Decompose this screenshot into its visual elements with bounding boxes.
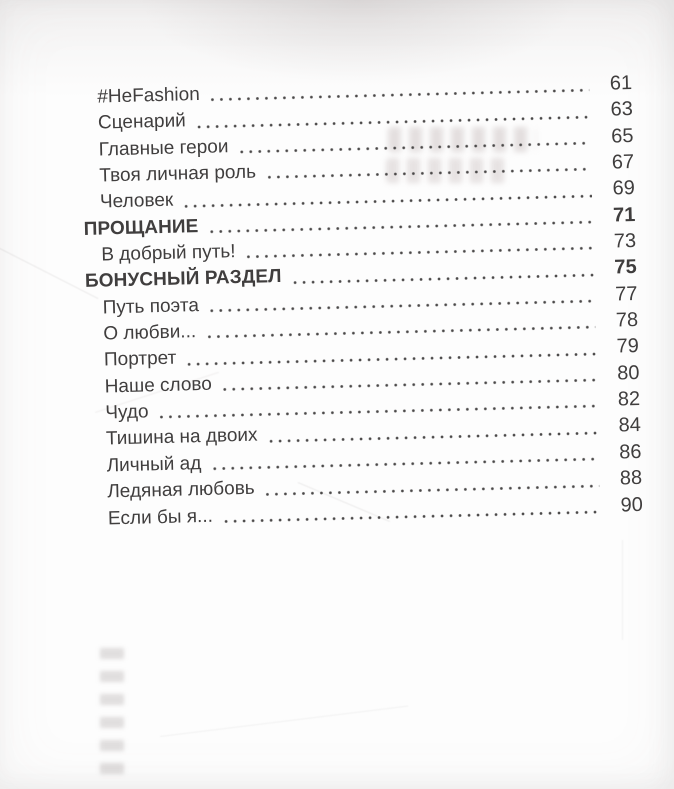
paper-scratch: [622, 540, 623, 640]
toc-entry-title: Если бы я...: [107, 505, 214, 529]
toc-entry-page-number: 63: [610, 98, 634, 121]
toc-entry-page-number: 67: [611, 151, 635, 174]
toc-entry-page-number: 82: [617, 388, 641, 411]
toc-entry-page-number: 69: [612, 177, 636, 200]
bleedthrough-margin-artifact: [100, 648, 124, 780]
toc-entry-title: О любви...: [103, 321, 197, 345]
toc-entry-title: ПРОЩАНИЕ: [83, 215, 199, 240]
paper-crease: [160, 705, 409, 737]
toc-entry-title: Личный ад: [106, 452, 202, 477]
toc-entry-title: Путь поэта: [102, 294, 200, 319]
toc-entry-title: Человек: [99, 190, 174, 213]
toc-entry-title: Тишина на двоих: [105, 425, 258, 450]
toc-entry-page-number: 73: [613, 230, 637, 253]
toc-entry-page-number: 77: [614, 282, 638, 306]
toc-entry-page-number: 80: [616, 361, 640, 385]
toc-entry-page-number: 78: [615, 309, 639, 332]
toc-entry-page-number: 75: [614, 256, 638, 279]
toc-entry-page-number: 71: [612, 203, 636, 227]
toc-entry-title: Главные герои: [98, 135, 229, 161]
toc-entry-title: #HeFashion: [97, 83, 201, 108]
toc-entry-title: Ледяная любовь: [107, 477, 255, 503]
toc-entry-title: Чудо: [105, 401, 149, 424]
toc-entry-title: Наше слово: [104, 373, 213, 398]
toc-entry-page-number: 65: [610, 124, 634, 148]
toc-entry-page-number: 84: [618, 414, 642, 437]
toc-entry-title: Портрет: [103, 348, 177, 371]
toc-entry-page-number: 90: [620, 493, 644, 516]
toc-entry-page-number: 88: [619, 467, 643, 490]
table-of-contents: #HeFashion 61 Сценарий 63 Главные герои …: [80, 70, 643, 532]
toc-entry-page-number: 79: [616, 335, 640, 358]
toc-entry-title: Твоя личная роль: [99, 161, 257, 187]
toc-entry-title: В добрый путь!: [101, 241, 236, 266]
toc-entry-page-number: 61: [609, 72, 633, 95]
dot-leader: [223, 508, 601, 525]
toc-entry-title: БОНУСНЫЙ РАЗДЕЛ: [84, 266, 282, 293]
toc-entry-title: Сценарий: [97, 110, 187, 134]
toc-entry-page-number: 86: [618, 440, 642, 464]
